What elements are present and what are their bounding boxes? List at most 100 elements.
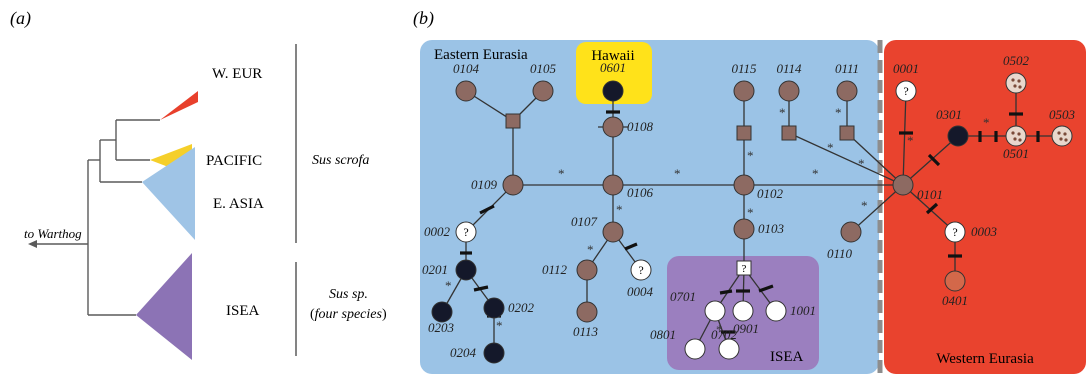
unknown-symbol: ? — [638, 263, 643, 277]
haplotype-label-0002: 0002 — [424, 224, 451, 239]
haplotype-node-0503 — [1051, 125, 1073, 147]
haplotype-label-0401: 0401 — [942, 293, 968, 308]
haplotype-circle — [895, 80, 917, 102]
unknown-symbol: ? — [952, 225, 957, 239]
haplotype-label-0503: 0503 — [1049, 107, 1076, 122]
haplotype-node-0111 — [836, 80, 858, 102]
spot-mark — [1011, 78, 1015, 82]
haplotype-circle — [483, 342, 505, 364]
haplotype-circle — [836, 80, 858, 102]
haplotype-circle — [630, 259, 652, 281]
unknown-median-symbol: ? — [742, 263, 747, 275]
mutation-asterisk: * — [835, 105, 842, 120]
haplotype-label-0102: 0102 — [757, 186, 784, 201]
clade-label-isea: ISEA — [226, 303, 260, 319]
haplotype-circle — [532, 80, 554, 102]
mutation-asterisk: * — [674, 166, 681, 181]
haplotype-node-0203 — [431, 301, 453, 323]
haplotype-label-0113: 0113 — [573, 324, 599, 339]
spot-mark — [1064, 138, 1068, 142]
haplotype-node-0115 — [733, 80, 755, 102]
region-hawaii — [576, 42, 652, 104]
haplotype-nodes: ???? — [431, 72, 1073, 364]
region-label-eastern-eurasia: Eastern Eurasia — [434, 47, 528, 63]
region-western-eurasia — [884, 40, 1086, 374]
haplotype-circle — [947, 125, 969, 147]
mutation-asterisk: * — [907, 133, 914, 148]
median-vector-node — [505, 113, 521, 129]
haplotype-node-0702 — [718, 338, 740, 360]
outgroup-label: to Warthog — [24, 226, 82, 241]
spot-mark — [1059, 137, 1063, 141]
haplotype-node-0107 — [602, 221, 624, 243]
mutation-asterisk: * — [779, 105, 786, 120]
haplotype-node-0110 — [840, 221, 862, 243]
clade-triangle-w-eur — [160, 91, 198, 120]
haplotype-node-0301 — [947, 125, 969, 147]
haplotype-label-0004: 0004 — [627, 284, 654, 299]
haplotype-node-0202 — [483, 297, 505, 319]
spot-mark — [1018, 85, 1022, 89]
panel-b: (b) Eastern Eurasia Hawaii ISEA Western … — [413, 8, 1086, 374]
panel-b-label: (b) — [413, 8, 434, 29]
mutation-asterisk: * — [496, 318, 503, 333]
haplotype-label-0003: 0003 — [971, 224, 998, 239]
four-species-note: four species — [315, 307, 383, 322]
haplotype-label-0115: 0115 — [731, 61, 757, 76]
haplotype-node-0104 — [455, 80, 477, 102]
haplotype-label-0105: 0105 — [530, 61, 557, 76]
mutation-asterisk: * — [445, 278, 452, 293]
mutation-asterisk: * — [812, 166, 819, 181]
haplotype-circle — [576, 301, 598, 323]
haplotype-label-0203: 0203 — [428, 320, 455, 335]
panel-a: (a) to Warthog W. EUR PACIFIC E. ASIA IS… — [10, 8, 387, 360]
mutation-asterisk: * — [983, 115, 990, 130]
haplotype-circle — [602, 80, 624, 102]
haplotype-node-0601 — [602, 80, 624, 102]
spot-mark — [1011, 131, 1015, 135]
haplotype-node-0114 — [778, 80, 800, 102]
haplotype-circle — [483, 297, 505, 319]
region-label-isea: ISEA — [770, 349, 804, 365]
haplotype-node-0108 — [602, 116, 624, 138]
haplotype-node-0105 — [532, 80, 554, 102]
median-vectors: ? — [505, 113, 855, 276]
haplotype-label-0106: 0106 — [627, 185, 654, 200]
haplotype-label-1001: 1001 — [790, 303, 816, 318]
haplotype-label-0110: 0110 — [827, 246, 853, 261]
haplotype-circle — [718, 338, 740, 360]
haplotype-label-0801: 0801 — [650, 327, 676, 342]
haplotype-node-0113 — [576, 301, 598, 323]
mutation-asterisk: * — [716, 322, 723, 337]
haplotype-label-0101: 0101 — [917, 187, 943, 202]
haplotype-node-0102 — [733, 174, 755, 196]
haplotype-node-0112 — [576, 259, 598, 281]
haplotype-circle — [944, 221, 966, 243]
haplotype-node-0201 — [455, 259, 477, 281]
region-label-hawaii: Hawaii — [591, 48, 634, 64]
haplotype-circle — [431, 301, 453, 323]
haplotype-circle — [778, 80, 800, 102]
haplotype-circle — [732, 300, 754, 322]
haplotype-circle — [602, 174, 624, 196]
haplotype-circle — [733, 80, 755, 102]
haplotype-circle — [602, 221, 624, 243]
group-label-sus-scrofa: Sus scrofa — [312, 153, 369, 168]
clade-triangle-isea — [136, 253, 192, 360]
haplotype-circle — [455, 221, 477, 243]
mutation-asterisk: * — [861, 198, 868, 213]
haplotype-node-0002: ? — [455, 221, 477, 243]
haplotype-label-0107: 0107 — [571, 214, 598, 229]
haplotype-circle — [455, 259, 477, 281]
clade-label-e-asia: E. ASIA — [213, 196, 264, 212]
panel-a-tree — [34, 119, 160, 316]
haplotype-label-0301: 0301 — [936, 107, 962, 122]
haplotype-node-0502 — [1005, 72, 1027, 94]
haplotype-label-0108: 0108 — [627, 119, 654, 134]
haplotype-node-0106 — [602, 174, 624, 196]
clade-label-pacific: PACIFIC — [206, 153, 262, 169]
mutation-asterisk: * — [747, 205, 754, 220]
clade-triangle-e-asia — [142, 147, 195, 240]
haplotype-node-0001: ? — [895, 80, 917, 102]
